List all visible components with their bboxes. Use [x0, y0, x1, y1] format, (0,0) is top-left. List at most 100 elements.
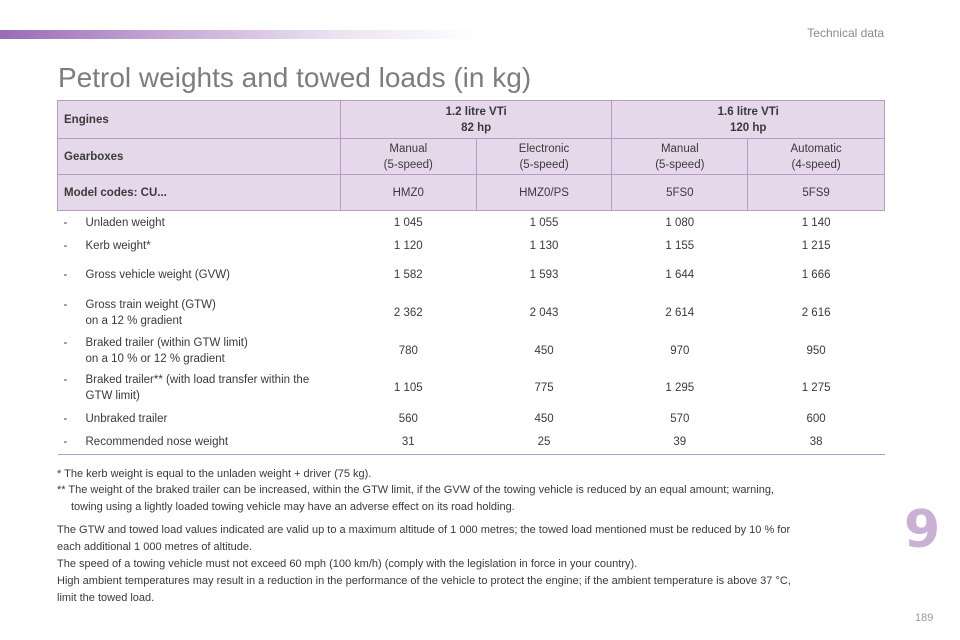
row-label: - Braked trailer (within GTW limit) on a 1… [58, 333, 341, 370]
table-cell: 2 043 [529, 306, 559, 319]
table-cell: 450 [534, 345, 554, 357]
footnote-line: towing using a lightly loaded towing veh… [71, 501, 515, 513]
row-label-text: Unladen weight [85, 216, 165, 229]
row-label: - Kerb weight* [58, 235, 341, 258]
engine-1-header: 1.2 litre VTi 82 hp [339, 100, 613, 139]
row-label-text: Braked trailer** (with load transfer wit… [86, 372, 326, 404]
table-cell: 38 [747, 430, 885, 455]
gearbox-speeds: (4-speed) [791, 158, 841, 171]
row-label-text: Recommended nose weight [85, 436, 229, 449]
gearbox-cell: Electronic (5-speed) [475, 138, 613, 175]
row-label-line: Gross train weight (GTW) [85, 298, 216, 311]
table-cell: 2 362 [393, 306, 423, 319]
model-code: 5FS0 [611, 174, 749, 211]
row-label-text: Braked trailer (within GTW limit) on a 10… [86, 335, 326, 367]
model-code: HMZ0/PS [475, 174, 613, 211]
model-code: HMZ0 [339, 174, 477, 211]
table-row: - Gross train weight (GTW) on a 12 % gradi… [58, 293, 885, 333]
weights-table: Engines 1.2 litre VTi 82 hp 1.6 litre VT… [57, 100, 885, 455]
table-row: - Recommended nose weight 31 25 39 38 [57, 430, 885, 455]
table-cell: 1 105 [393, 382, 423, 394]
table-cell: 970 [670, 345, 690, 357]
engines-label: Engines [57, 100, 341, 139]
section-label: Technical data [807, 26, 884, 40]
table-cell: 1 582 [393, 269, 423, 281]
page-number: 189 [915, 612, 934, 624]
table-row: - Gross vehicle weight (GVW) 1 582 1 593 … [58, 258, 885, 293]
table-cell: 1 120 [393, 240, 423, 252]
gearbox-cell: Manual (5-speed) [611, 138, 749, 175]
engine-2-name: 1.6 litre VTi [717, 105, 779, 118]
row-label-line: GTW limit) [85, 390, 140, 402]
bullet-dash: - [63, 269, 68, 281]
body-line: The speed of a towing vehicle must not e… [57, 558, 638, 570]
engine-2-power: 120 hp [730, 121, 767, 134]
table-cell: 1 130 [529, 240, 559, 252]
gearboxes-label: Gearboxes [57, 138, 341, 175]
table-cell: 1 215 [801, 240, 831, 252]
model-codes-row: Model codes: CU... HMZ0 HMZ0/PS 5FS0 5FS… [57, 174, 885, 211]
engine-1-power: 82 hp [461, 121, 492, 134]
table-cell: 450 [534, 412, 554, 425]
table-cell: 2 614 [665, 306, 695, 319]
engine-1-name: 1.2 litre VTi [445, 105, 507, 118]
table-cell: 25 [476, 430, 612, 455]
table-cell: 39 [611, 430, 748, 455]
footnote-braked-trailer: ** The weight of the braked trailer can … [57, 482, 887, 516]
row-label: - Gross vehicle weight (GVW) [58, 258, 341, 293]
footnote-kerb-weight: * The kerb weight is equal to the unlade… [57, 468, 372, 480]
table-cell: 775 [534, 382, 554, 394]
table-row: - Braked trailer** (with load transfer wi… [58, 370, 885, 407]
bullet-dash: - [63, 240, 68, 252]
row-label: - Unbraked trailer [58, 407, 341, 431]
row-label-text: Gross train weight (GTW) on a 12 % gradie… [86, 297, 326, 329]
bullet-dash: - [63, 374, 68, 386]
row-label: - Unladen weight [58, 211, 341, 235]
gearbox-speeds: (5-speed) [519, 158, 569, 171]
table-cell: 570 [670, 412, 690, 425]
gearboxes-row: Gearboxes Manual (5-speed) Electronic (5… [57, 138, 885, 175]
model-code: 5FS9 [747, 174, 885, 211]
table-cell: 780 [398, 345, 418, 357]
engine-2-header: 1.6 litre VTi 120 hp [611, 100, 885, 139]
table-row: - Kerb weight* 1 120 1 130 1 155 1 215 [58, 235, 885, 258]
row-label-line: Braked trailer** (with load transfer wit… [85, 374, 310, 386]
bullet-dash: - [63, 436, 68, 449]
row-label-text: Unbraked trailer [85, 412, 168, 425]
row-label: - Braked trailer** (with load transfer wi… [58, 370, 341, 407]
engines-row: Engines 1.2 litre VTi 82 hp 1.6 litre VT… [57, 100, 885, 139]
table-cell: 31 [340, 430, 477, 455]
body-line: limit the towed load. [57, 592, 155, 604]
body-text: The GTW and towed load values indicated … [57, 522, 887, 607]
table-cell: 1 666 [801, 269, 831, 281]
gearbox-type: Electronic [518, 142, 570, 155]
table-cell: 950 [806, 345, 826, 357]
table-cell: 1 275 [801, 382, 831, 394]
bullet-dash: - [63, 337, 68, 349]
gearbox-type: Automatic [790, 142, 842, 155]
table-cell: 2 616 [801, 306, 831, 319]
gearbox-type: Manual [660, 142, 699, 155]
bullet-dash: - [63, 216, 68, 229]
table-cell: 1 155 [665, 240, 695, 252]
row-label-line: on a 10 % or 12 % gradient [85, 353, 225, 365]
table-cell: 560 [398, 412, 418, 425]
gearbox-speeds: (5-speed) [655, 158, 705, 171]
row-label-line: on a 12 % gradient [85, 314, 183, 327]
chapter-number: 9 [904, 500, 941, 560]
row-label: - Gross train weight (GTW) on a 12 % gradi… [58, 293, 341, 333]
gearbox-speeds: (5-speed) [383, 158, 433, 171]
table-row: - Unladen weight 1 045 1 055 1 080 1 140 [58, 211, 885, 235]
row-label-text: Gross vehicle weight (GVW) [85, 269, 230, 281]
table-row: - Braked trailer (within GTW limit) on a 1… [58, 333, 885, 370]
table-cell: 1 045 [393, 216, 423, 229]
body-line: The GTW and towed load values indicated … [57, 524, 791, 536]
table-cell: 1 080 [665, 216, 695, 229]
gearbox-cell: Automatic (4-speed) [747, 138, 885, 175]
row-label-line: Braked trailer (within GTW limit) [85, 337, 248, 349]
gearbox-cell: Manual (5-speed) [339, 138, 477, 175]
table-cell: 1 055 [529, 216, 559, 229]
table-row: - Unbraked trailer 560 450 570 600 [58, 407, 885, 431]
body-line: each additional 1 000 metres of altitude… [57, 541, 253, 553]
table-cell: 1 593 [529, 269, 559, 281]
